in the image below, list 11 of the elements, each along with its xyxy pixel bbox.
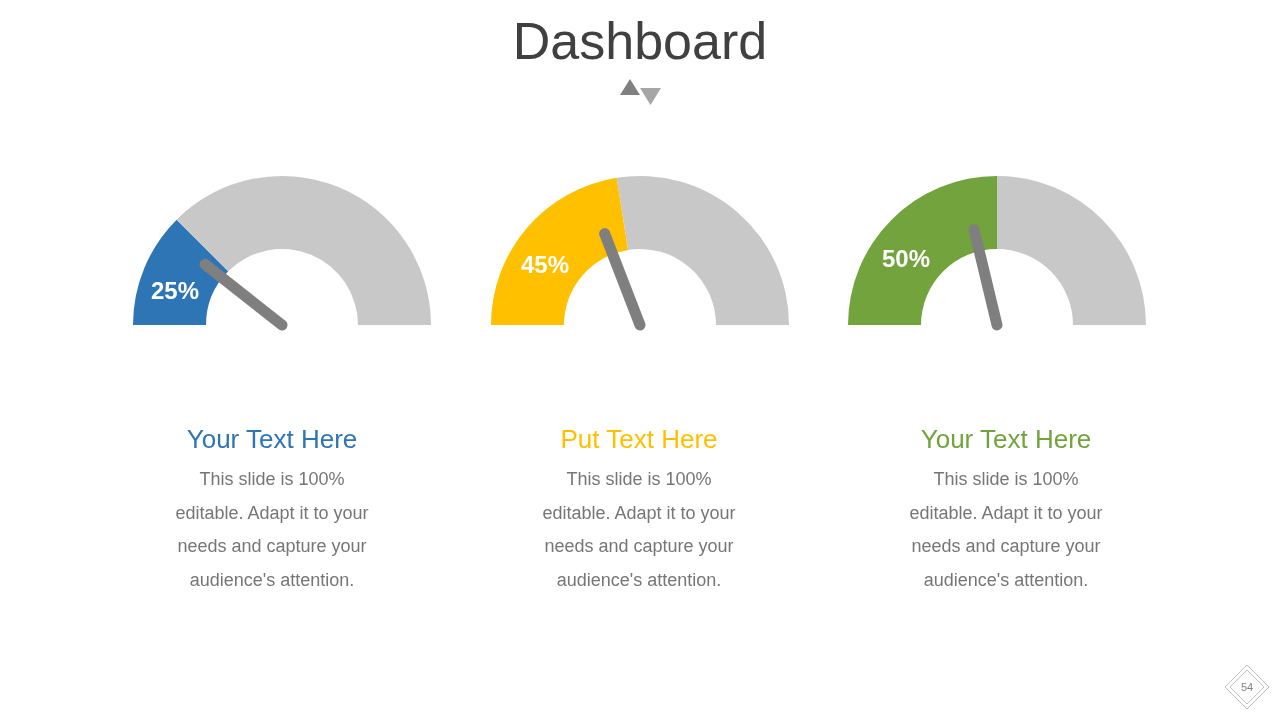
text: Put Text Here	[560, 424, 718, 454]
text: Dashboard	[512, 12, 768, 70]
text: This slide is 100% editable. Adapt it to your needs and capture your audience's attention.	[909, 469, 1103, 591]
slice-label: 25%	[150, 276, 200, 304]
text: Your Text Here	[186, 424, 358, 454]
slice-label: 50%	[881, 245, 931, 273]
text: This slide is 100% editable. Adapt it to your needs and capture your audience's attention.	[175, 469, 369, 591]
text: Your Text Here	[920, 424, 1092, 454]
text: This slide is 100% editable. Adapt it to your needs and capture your audience's attention.	[542, 469, 736, 591]
text: 54	[1240, 681, 1254, 693]
slice-label: 45%	[520, 251, 570, 279]
